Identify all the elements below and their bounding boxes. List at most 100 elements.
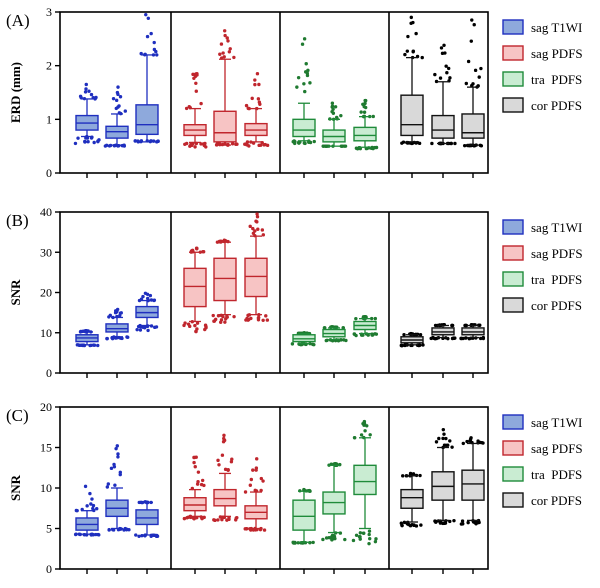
outlier-point xyxy=(134,533,138,537)
outlier-point xyxy=(137,534,141,538)
outlier-point xyxy=(410,522,414,527)
box-plot xyxy=(290,331,316,347)
outlier-point xyxy=(362,423,366,427)
outlier-point xyxy=(340,144,344,148)
box-plot xyxy=(182,246,208,334)
outlier-point xyxy=(185,516,189,520)
box-body xyxy=(213,110,237,143)
outlier-point xyxy=(196,470,201,474)
outlier-point xyxy=(118,313,122,318)
outlier-point xyxy=(433,72,437,77)
outlier-point xyxy=(262,528,267,532)
outlier-point xyxy=(453,141,457,146)
outlier-point xyxy=(417,343,421,348)
outlier-point xyxy=(311,342,315,347)
outlier-point xyxy=(255,72,260,76)
outlier-point xyxy=(352,435,357,440)
box-plot xyxy=(429,323,457,341)
box-plot xyxy=(322,325,348,343)
outlier-point xyxy=(371,114,375,119)
outlier-point xyxy=(97,533,101,537)
box-plot xyxy=(103,85,129,148)
outlier-point xyxy=(250,96,254,101)
y-tick-label: 1 xyxy=(46,112,52,126)
legend-label: cor PDFS xyxy=(531,493,582,508)
box-body xyxy=(213,257,237,302)
panel-label: (C) xyxy=(6,406,29,425)
outlier-point xyxy=(89,136,94,140)
outlier-point xyxy=(333,105,338,109)
legend-swatch xyxy=(502,19,524,35)
outlier-point xyxy=(223,320,227,324)
outlier-point xyxy=(115,444,119,448)
outlier-point xyxy=(438,521,443,525)
outlier-point xyxy=(195,247,199,251)
outlier-point xyxy=(365,424,369,428)
outlier-point xyxy=(89,92,94,97)
outlier-point xyxy=(259,476,264,481)
outlier-point xyxy=(256,97,261,101)
y-tick-label: 0 xyxy=(46,166,52,180)
box-plot xyxy=(213,29,239,147)
outlier-point xyxy=(192,455,196,460)
outlier-point xyxy=(341,326,345,330)
outlier-point xyxy=(146,328,150,333)
box-plot xyxy=(134,500,160,539)
box-plot xyxy=(353,98,379,151)
outlier-point xyxy=(106,482,111,486)
outlier-point xyxy=(88,491,92,496)
outlier-point xyxy=(251,528,256,532)
outlier-point xyxy=(83,139,87,144)
outlier-point xyxy=(464,81,469,86)
outlier-point xyxy=(222,436,226,441)
outlier-point xyxy=(200,478,205,483)
outlier-point xyxy=(74,532,78,536)
outlier-point xyxy=(411,472,416,477)
outlier-point xyxy=(441,436,445,441)
outlier-point xyxy=(414,524,419,528)
outlier-point xyxy=(263,142,267,147)
outlier-point xyxy=(344,338,348,343)
outlier-point xyxy=(462,143,467,148)
outlier-point xyxy=(312,139,316,144)
outlier-point xyxy=(370,332,374,336)
outlier-point xyxy=(433,323,438,328)
outlier-point xyxy=(444,64,448,68)
outlier-point xyxy=(450,323,455,328)
outlier-point xyxy=(401,474,405,478)
outlier-point xyxy=(90,497,94,501)
box-body xyxy=(105,323,129,333)
outlier-point xyxy=(249,477,254,482)
box-plot xyxy=(431,427,456,526)
outlier-point xyxy=(442,43,446,47)
outlier-point xyxy=(472,23,476,27)
outlier-point xyxy=(218,320,223,324)
outlier-point xyxy=(419,523,423,527)
outlier-point xyxy=(211,313,215,318)
outlier-point xyxy=(330,104,335,108)
legend: sag T1WI sag PDFS tra PDFS cor PDFS xyxy=(502,414,583,508)
outlier-point xyxy=(122,144,127,148)
outlier-point xyxy=(343,144,348,148)
legend-swatch xyxy=(502,414,524,430)
outlier-point xyxy=(254,466,259,470)
outlier-point xyxy=(442,432,446,436)
outlier-point xyxy=(256,227,260,231)
outlier-point xyxy=(201,250,205,254)
outlier-point xyxy=(230,142,235,146)
outlier-point xyxy=(75,343,80,347)
outlier-point xyxy=(446,66,451,71)
outlier-point xyxy=(183,142,187,146)
box-plot xyxy=(351,419,378,546)
outlier-point xyxy=(145,34,150,39)
outlier-point xyxy=(251,468,255,472)
outlier-point xyxy=(302,37,307,41)
y-axis-label: SNR xyxy=(8,279,23,306)
legend-label: sag PDFS xyxy=(531,246,583,261)
plot-frame xyxy=(59,211,489,374)
outlier-point xyxy=(244,103,249,108)
legend-label: tra PDFS xyxy=(531,272,582,287)
box-plot xyxy=(459,436,485,526)
outlier-point xyxy=(245,143,249,147)
